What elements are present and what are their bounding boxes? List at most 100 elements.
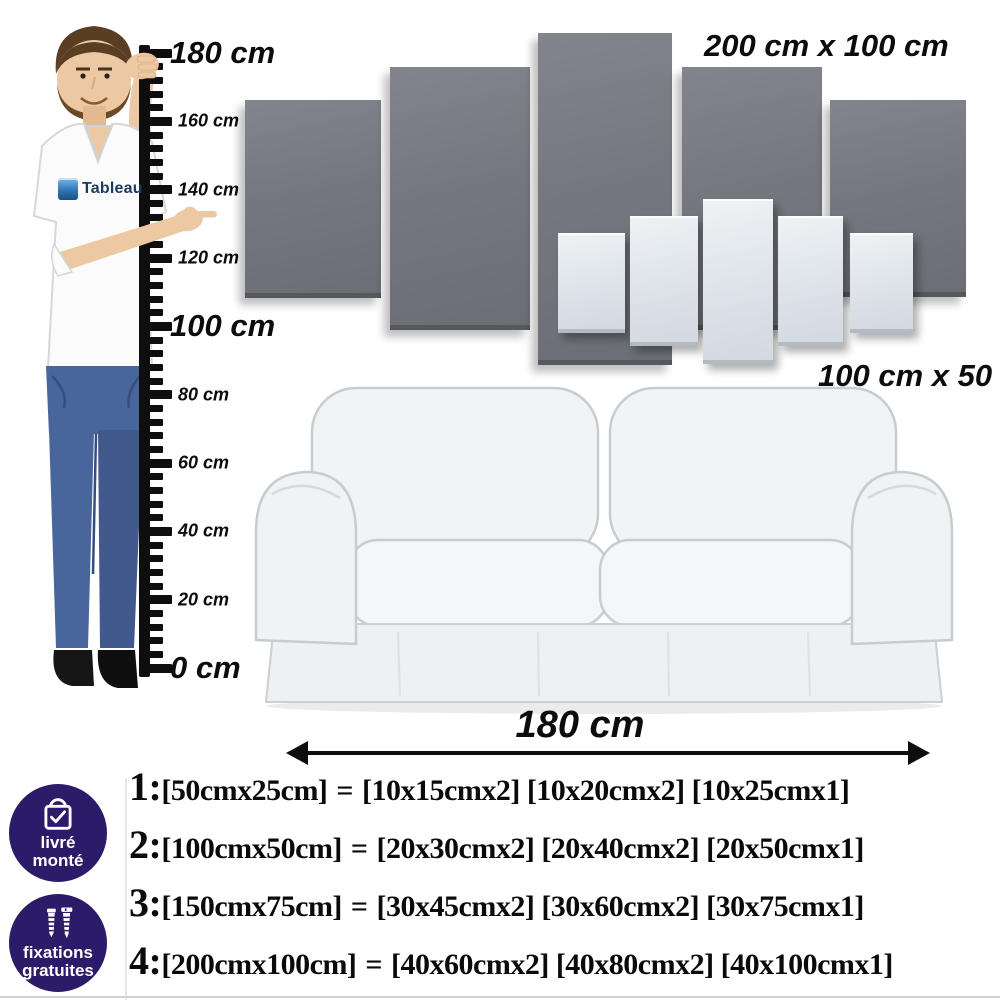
large-canvas-panel-1 [245, 100, 381, 298]
size-option-index: 2: [129, 822, 162, 867]
ruler-minor-tick [144, 637, 163, 645]
size-option-equals: = [365, 948, 383, 981]
ruler-tick-20cm [144, 595, 172, 605]
ruler-minor-tick [144, 500, 163, 508]
ruler-label-160cm: 160 cm [178, 110, 240, 131]
size-option-index: 1: [129, 764, 162, 809]
brand-logo: Tableau [58, 178, 143, 200]
ruler-minor-tick [144, 445, 163, 453]
ruler-label-0cm: 0 cm [170, 650, 241, 685]
small-canvas-panel-3 [703, 199, 773, 364]
ruler-label-80cm: 80 cm [178, 384, 230, 405]
ruler-tick-120cm [144, 253, 172, 263]
size-option-equals: = [336, 774, 354, 807]
ruler-minor-tick [144, 473, 163, 481]
ruler-minor-tick [144, 90, 163, 98]
ruler-minor-tick [144, 281, 163, 289]
ruler-minor-tick [144, 295, 163, 303]
badge-fixings-text: fixations gratuites [22, 943, 94, 980]
size-option-panel-breakdown: [10x15cmx2] [10x20cmx2] [10x25cmx1] [362, 774, 850, 807]
ruler-minor-tick [144, 555, 163, 563]
small-canvas-panel-2 [630, 216, 698, 346]
ruler-minor-tick [144, 309, 163, 317]
ruler-minor-tick [144, 541, 163, 549]
large-set-size-label: 200 cm x 100 cm [704, 28, 949, 63]
width-arrow [300, 751, 916, 755]
size-option-4: 4: [200cmx100cm] = [40x60cmx2] [40x80cmx2] … [129, 937, 893, 984]
ruler-tick-0cm [144, 663, 172, 673]
size-option-index: 4: [129, 938, 162, 983]
brand-logo-icon [58, 178, 78, 200]
person-hair [55, 26, 133, 74]
ruler-minor-tick [144, 158, 163, 166]
ruler-tick-100cm [144, 321, 172, 331]
size-option-2: 2: [100cmx50cm] = [20x30cmx2] [20x40cmx2] [… [129, 821, 893, 868]
size-option-panel-breakdown: [40x60cmx2] [40x80cmx2] [40x100cmx1] [391, 948, 893, 981]
person-shoe-right [97, 650, 138, 688]
ruler-minor-tick [144, 582, 163, 590]
ruler-label-20cm: 20 cm [178, 589, 230, 610]
ruler-bar [139, 45, 150, 677]
free-fixings-screws-icon [47, 907, 73, 939]
ruler-tick-80cm [144, 390, 172, 400]
table-vertical-rule [125, 778, 127, 1000]
ruler-minor-tick [144, 418, 163, 426]
sofa-illustration [254, 386, 954, 714]
ruler-tick-160cm [144, 116, 172, 126]
size-option-dimensions: [150cmx75cm] [161, 890, 342, 923]
small-canvas-panel-5 [850, 233, 913, 333]
size-option-index: 3: [129, 880, 162, 925]
person-beard [57, 84, 131, 121]
ruler-label-180cm: 180 cm [170, 35, 276, 70]
sofa-width-label: 180 cm [515, 704, 645, 746]
ruler-minor-tick [144, 268, 163, 276]
size-option-dimensions: [100cmx50cm] [161, 832, 342, 865]
ruler-minor-tick [144, 623, 163, 631]
person-jeans [46, 366, 146, 434]
size-option-3: 3: [150cmx75cm] = [30x45cmx2] [30x60cmx2] [… [129, 879, 893, 926]
arrow-left-head [286, 741, 308, 765]
ruler-tick-60cm [144, 458, 172, 468]
ruler-minor-tick [144, 377, 163, 385]
ruler-minor-tick [144, 213, 163, 221]
ruler-label-100cm: 100 cm [170, 308, 276, 344]
small-canvas-panel-4 [778, 216, 843, 346]
ruler-minor-tick [144, 336, 163, 344]
ruler-label-120cm: 120 cm [178, 247, 240, 268]
person-shoe-left [53, 650, 94, 686]
ruler-label-60cm: 60 cm [178, 452, 230, 473]
size-option-dimensions: [50cmx25cm] [161, 774, 328, 807]
ruler-minor-tick [144, 514, 163, 522]
ruler-label-40cm: 40 cm [178, 520, 230, 541]
ruler-minor-tick [144, 432, 163, 440]
ruler-label-140cm: 140 cm [178, 179, 240, 200]
ruler-minor-tick [144, 486, 163, 494]
size-options-list: 1: [50cmx25cm] = [10x15cmx2] [10x20cmx2] [1… [129, 763, 893, 984]
ruler-minor-tick [144, 104, 163, 112]
size-option-dimensions: [200cmx100cm] [161, 948, 357, 981]
badge-delivered-text: livré monté [32, 833, 84, 870]
ruler-tick-180cm [144, 48, 172, 58]
ruler-minor-tick [144, 404, 163, 412]
ruler-minor-tick [144, 131, 163, 139]
ruler-minor-tick [144, 199, 163, 207]
ruler-minor-tick [144, 172, 163, 180]
size-option-equals: = [350, 832, 368, 865]
model-person-hands [51, 52, 217, 277]
large-canvas-panel-2 [390, 67, 530, 330]
ruler-minor-tick [144, 650, 163, 658]
size-option-panel-breakdown: [30x45cmx2] [30x60cmx2] [30x75cmx1] [376, 890, 865, 923]
ruler-minor-tick [144, 568, 163, 576]
brand-logo-text: Tableau [82, 180, 143, 197]
badge-delivered-assembled: livré monté [9, 784, 107, 882]
size-option-panel-breakdown: [20x30cmx2] [20x40cmx2] [20x50cmx1] [376, 832, 865, 865]
ruler-tick-40cm [144, 526, 172, 536]
ruler-minor-tick [144, 240, 163, 248]
badge-free-fixings: fixations gratuites [9, 894, 107, 992]
arrow-right-head [908, 741, 930, 765]
ruler-minor-tick [144, 76, 163, 84]
ruler-minor-tick [144, 145, 163, 153]
table-bottom-rule [0, 996, 1000, 998]
size-option-1: 1: [50cmx25cm] = [10x15cmx2] [10x20cmx2] [1… [129, 763, 893, 810]
